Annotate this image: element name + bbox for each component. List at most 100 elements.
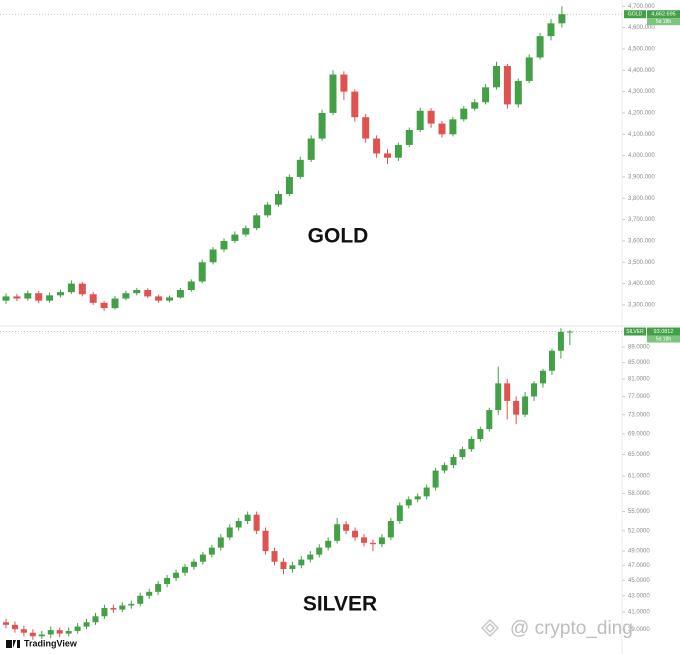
candle-body	[450, 457, 457, 466]
candle-body	[217, 537, 224, 548]
y-tick-label: 3,600.000	[628, 239, 655, 245]
candle-body	[318, 112, 326, 139]
candle-body	[83, 622, 90, 627]
candle-body	[164, 577, 171, 585]
candle-body	[190, 561, 197, 567]
candle-body	[100, 302, 108, 309]
candle-body	[468, 438, 475, 450]
watermark: @ crypto_ding	[510, 618, 633, 639]
candle-body	[155, 296, 163, 301]
candle-body	[531, 383, 538, 397]
last-price-label: 4,662.695	[651, 12, 675, 18]
candle-body	[362, 117, 370, 139]
y-tick-label: 45.0000	[628, 578, 650, 584]
price-tag	[647, 10, 680, 19]
candle-body	[495, 383, 502, 411]
chart-title: SILVER	[303, 593, 377, 616]
candle-body	[548, 350, 555, 371]
brand: TradingView	[24, 638, 78, 648]
candle-body	[558, 14, 566, 24]
y-tick-label: 55.0000	[628, 509, 650, 515]
y-tick-label: 43.0000	[628, 593, 650, 599]
candle-body	[384, 153, 391, 158]
candle-body	[285, 176, 293, 194]
y-tick-label: 4,200.000	[628, 111, 655, 117]
candle-body	[547, 23, 555, 37]
watermark-icon	[480, 618, 500, 638]
candle-body	[486, 410, 493, 430]
candle-body	[557, 331, 564, 351]
candle-body	[540, 370, 546, 384]
y-tick-label: 52.0000	[628, 528, 650, 534]
candle-body	[198, 262, 206, 282]
candle-body	[144, 290, 152, 297]
candle-body	[482, 87, 490, 103]
candle-body	[522, 396, 529, 415]
candle-body	[146, 591, 153, 596]
candle-body	[396, 505, 403, 522]
y-tick-label: 58.0000	[628, 491, 650, 497]
candle-body	[493, 66, 500, 88]
candle-body	[110, 607, 117, 610]
y-tick-label: 39.0000	[628, 627, 650, 633]
candle-body	[405, 499, 412, 506]
countdown-tag	[647, 335, 680, 343]
candle-body	[253, 215, 261, 229]
candle-body	[208, 547, 215, 555]
candle-body	[11, 624, 18, 630]
candle-body	[122, 293, 130, 299]
symbol-label: GOLD	[628, 12, 643, 18]
price-tag	[647, 327, 680, 336]
candle-body	[46, 295, 54, 301]
candle-body	[231, 234, 239, 241]
countdown-label: 5d 18h	[656, 336, 672, 342]
candle-body	[405, 130, 413, 145]
y-tick-label: 3,700.000	[628, 217, 655, 223]
candle-body	[352, 530, 359, 538]
y-tick-label: 4,700.000	[628, 4, 655, 10]
countdown-label: 5d 18h	[656, 19, 672, 25]
candle-body	[441, 465, 448, 471]
candle-body	[47, 630, 54, 635]
candle-body	[378, 537, 385, 545]
candle-body	[182, 566, 188, 573]
candle-body	[325, 540, 332, 548]
y-tick-label: 49.0000	[628, 549, 650, 555]
candle-body	[449, 119, 457, 135]
candle-body	[13, 296, 21, 299]
candle-body	[56, 630, 63, 634]
candle-body	[329, 74, 337, 113]
y-tick-label: 65.0000	[628, 452, 650, 458]
candle-body	[173, 572, 180, 578]
candle-body	[242, 228, 250, 235]
candle-body	[155, 584, 162, 592]
candle-body	[264, 204, 272, 216]
candle-body	[471, 102, 479, 109]
y-tick-label: 4,600.000	[628, 25, 655, 31]
candle-body	[514, 80, 522, 105]
candle-body	[2, 296, 10, 301]
candle-body	[416, 110, 424, 130]
y-tick-label: 4,300.000	[628, 89, 655, 95]
candle-body	[373, 138, 381, 154]
y-tick-label: 3,300.000	[628, 303, 655, 309]
candle-body	[166, 297, 173, 301]
candle-body	[280, 561, 287, 570]
candle-body	[513, 400, 520, 415]
y-tick-label: 61.0000	[628, 474, 650, 480]
candle-body	[137, 595, 144, 604]
candle-body	[459, 449, 466, 458]
candle-body	[414, 496, 421, 500]
candle-body	[92, 616, 99, 623]
candle-body	[209, 249, 217, 263]
candle-body	[369, 542, 376, 545]
candle-body	[89, 294, 97, 303]
candle-body	[361, 537, 367, 543]
y-tick-label: 81.0000	[628, 377, 650, 383]
candle-body	[536, 36, 544, 58]
chart-panel: 3,300.000 3,400.000 3,500.000 3,600.000 3,70…	[0, 4, 680, 311]
candle-body	[65, 630, 72, 634]
candle-body	[133, 290, 141, 294]
candle-body	[296, 159, 304, 177]
